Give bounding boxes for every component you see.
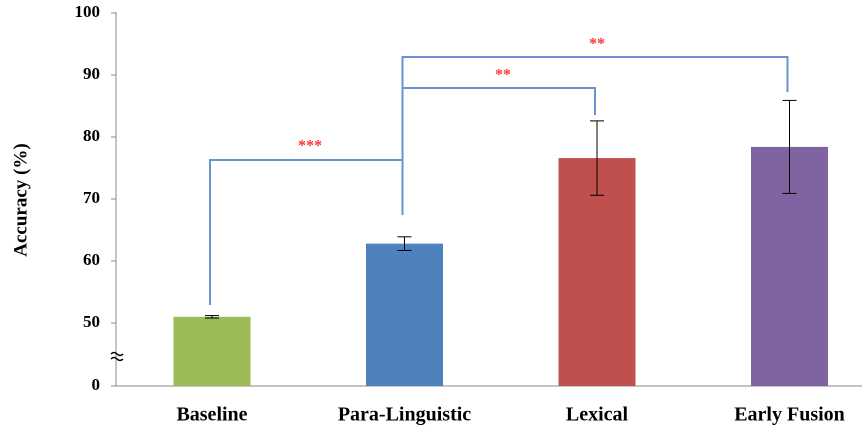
x-tick-label: Early Fusion	[734, 404, 845, 426]
y-tick-label: 70	[83, 188, 100, 207]
significance-bracket	[401, 56, 789, 215]
significance-label: **	[495, 67, 511, 84]
y-tick-label: 50	[83, 312, 100, 331]
axis-break	[110, 351, 124, 362]
x-tick-label: Baseline	[176, 404, 247, 426]
significance-label: ***	[298, 138, 322, 155]
bar	[366, 243, 443, 386]
y-tick-label: 0	[92, 375, 101, 394]
x-tick-label: Para-Linguistic	[338, 404, 471, 426]
bar	[173, 316, 251, 386]
y-tick-label: 90	[83, 64, 100, 83]
significance-label: **	[589, 36, 605, 53]
y-tick-label: 60	[83, 250, 100, 269]
bar	[558, 158, 636, 386]
x-tick-label: Lexical	[566, 404, 629, 426]
y-tick-label: 100	[75, 2, 101, 21]
y-tick-label: 80	[83, 126, 100, 145]
y-axis-label: Accuracy (%)	[10, 143, 31, 256]
